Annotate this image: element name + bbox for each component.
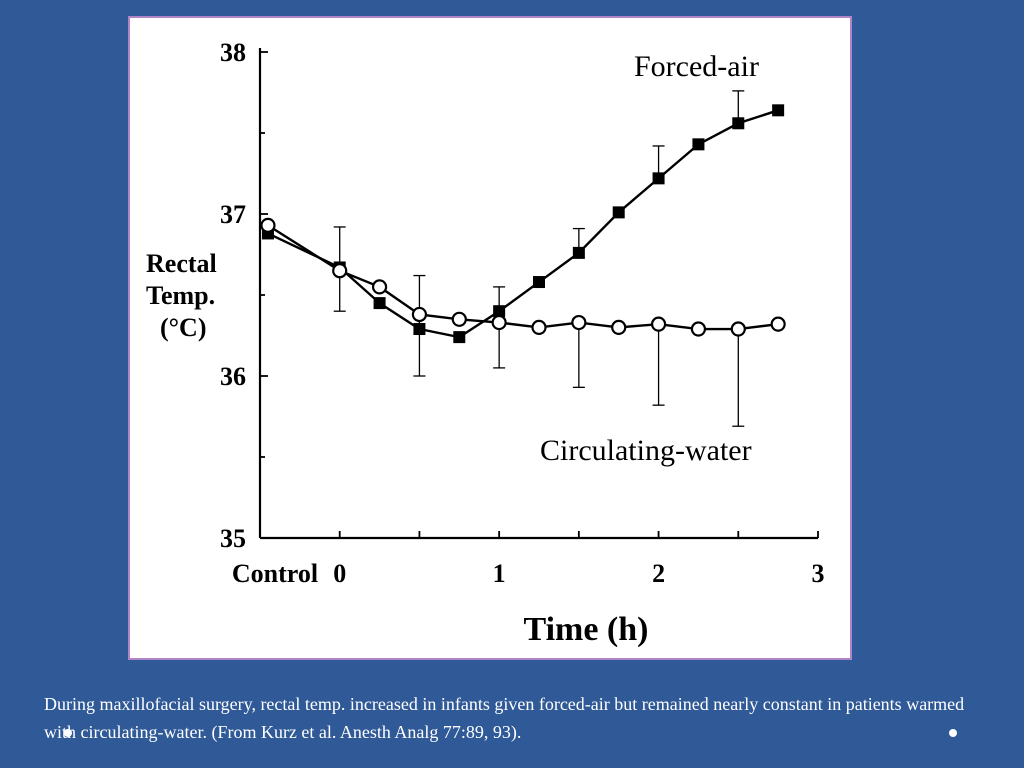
bullet-right [949, 729, 957, 737]
circulating-water-point [411, 306, 428, 323]
y-axis-title-line: Rectal [146, 249, 217, 278]
x-tick-label: Control [232, 559, 318, 588]
y-axis-title-line: Temp. [146, 281, 215, 310]
forced-air-point [732, 117, 745, 130]
forced-air-point [692, 138, 705, 151]
x-tick-label: 0 [333, 559, 346, 588]
axes [258, 48, 819, 540]
circulating-water-point [690, 321, 707, 337]
forced-air-point [453, 331, 466, 344]
forced-air-point [572, 246, 585, 259]
x-tick-label: 3 [812, 559, 825, 588]
y-tick-label: 38 [220, 38, 246, 67]
error-bars [333, 90, 745, 427]
x-axis-title: Time (h) [524, 611, 649, 648]
circulating-water-point [491, 314, 507, 331]
forced-air-point [493, 305, 506, 318]
circulating-water-point [531, 319, 547, 335]
forced-air-point [413, 323, 426, 336]
circulating-water-point [730, 321, 746, 337]
bullet-left [64, 729, 72, 737]
forced-air-point [772, 104, 785, 117]
forced-air-point [652, 172, 665, 185]
y-tick-label: 35 [220, 524, 246, 553]
figure-caption: During maxillofacial surgery, rectal tem… [44, 694, 965, 742]
circulating-water-point [451, 311, 467, 327]
circulating-water-point [332, 263, 348, 279]
forced-air-label: Forced-air [634, 50, 759, 83]
circulating-water-point [650, 316, 667, 332]
temperature-chart: 35 36 37 38 Control 0 1 2 3 Time (h) Rectal Temp. (°… [146, 38, 825, 648]
circulating-water-point [371, 279, 388, 295]
chart-labels: 35 36 37 38 Control 0 1 2 3 Time (h) Rectal Temp. (°… [146, 38, 825, 648]
forced-air-point [612, 206, 625, 219]
forced-air-point [533, 276, 545, 289]
circulating-water-label: Circulating-water [540, 434, 752, 467]
circulating-water-point [611, 319, 627, 335]
y-tick-label: 37 [220, 200, 246, 229]
y-tick-label: 36 [220, 362, 246, 391]
y-axis-title-line: (°C) [160, 313, 207, 342]
circulating-water-point [260, 217, 276, 233]
circulating-water-line [267, 224, 779, 331]
circulating-water-point [770, 316, 786, 332]
circulating-water-point [571, 314, 587, 331]
x-tick-label: 1 [493, 559, 506, 588]
figure-panel: 35 36 37 38 Control 0 1 2 3 Time (h) Rectal Temp. (°… [128, 16, 852, 660]
series-markers [260, 104, 786, 344]
x-tick-label: 2 [652, 559, 665, 588]
forced-air-point [373, 297, 386, 310]
